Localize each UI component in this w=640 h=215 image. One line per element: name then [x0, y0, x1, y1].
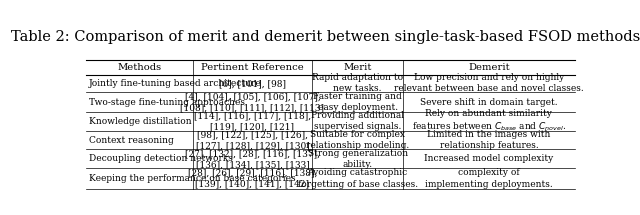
Text: Jointly fine-tuning based architecture: Jointly fine-tuning based architecture	[89, 79, 262, 88]
Text: Strong generalization
ability.: Strong generalization ability.	[308, 149, 408, 169]
Text: [28], [26], [29], [116], [138],
[139], [140], [141], [142]: [28], [26], [29], [116], [138], [139], […	[188, 169, 317, 189]
Text: Providing additional
supervised signals.: Providing additional supervised signals.	[311, 111, 404, 131]
Text: Severe shift in domain target.: Severe shift in domain target.	[420, 98, 557, 106]
Text: Knowledge distillation: Knowledge distillation	[89, 117, 191, 126]
Text: complexity of
implementing deployments.: complexity of implementing deployments.	[425, 169, 553, 189]
Text: Rely on abundant similarity
features between $C_{base}$ and $C_{novel}$.: Rely on abundant similarity features bet…	[412, 109, 566, 134]
Text: Pertinent Reference: Pertinent Reference	[201, 63, 304, 72]
Text: Keeping the performance on base categories: Keeping the performance on base categori…	[89, 174, 296, 183]
Text: Suitable for complex
relationship modeling.: Suitable for complex relationship modeli…	[306, 130, 409, 150]
Text: Low precision and rely on highly
relevant between base and novel classes.: Low precision and rely on highly relevan…	[394, 73, 584, 93]
Text: Two-stage fine-tuning approaches: Two-stage fine-tuning approaches	[89, 98, 245, 106]
Text: [27], [132], [28], [116], [137],
[136], [134], [135], [133]: [27], [132], [28], [116], [137], [136], …	[185, 149, 320, 169]
Text: Avoiding catastrophic
forgetting of base classes.: Avoiding catastrophic forgetting of base…	[298, 169, 418, 189]
Text: [114], [116], [117], [118],
[119], [120], [121]: [114], [116], [117], [118], [119], [120]…	[194, 111, 311, 131]
Text: Context reasoning: Context reasoning	[89, 136, 173, 145]
Text: Merit: Merit	[344, 63, 372, 72]
Text: Table 2: Comparison of merit and demerit between single-task-based FSOD methods.: Table 2: Comparison of merit and demerit…	[11, 30, 640, 44]
Text: Rapid adaptation to
new tasks.: Rapid adaptation to new tasks.	[312, 73, 403, 93]
Text: Limited in the images with
relationship features.: Limited in the images with relationship …	[428, 130, 550, 150]
Text: Demerit: Demerit	[468, 63, 509, 72]
Text: Increased model complexity: Increased model complexity	[424, 154, 554, 163]
Text: Faster training and
easy deployment.: Faster training and easy deployment.	[313, 92, 402, 112]
Text: Decoupling detection networks: Decoupling detection networks	[89, 154, 233, 163]
Text: Methods: Methods	[117, 63, 161, 72]
Text: [98], [122], [125], [126],
[127], [128], [129], [130]: [98], [122], [125], [126], [127], [128],…	[196, 130, 309, 150]
Text: [6], [101], [98]: [6], [101], [98]	[219, 79, 286, 88]
Text: [4], [104], [105], [106], [107],
[108], [110], [111], [112], [113]: [4], [104], [105], [106], [107], [108], …	[180, 92, 324, 112]
